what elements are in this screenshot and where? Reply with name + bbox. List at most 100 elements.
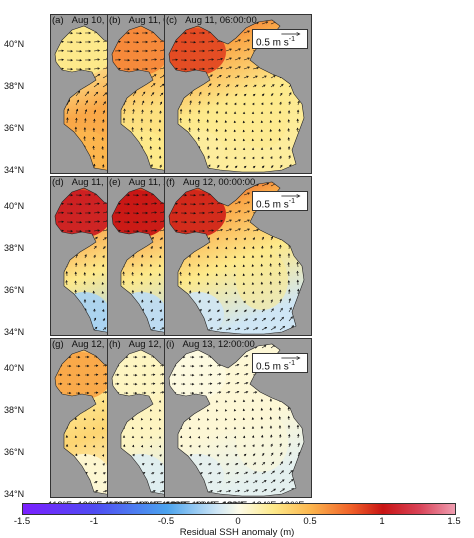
- scale-arrow: [281, 32, 301, 36]
- panel-label: (c): [166, 15, 178, 26]
- arrow-head: [211, 67, 215, 70]
- arrow-head: [88, 31, 92, 35]
- velocity-arrow: [243, 471, 248, 475]
- arrow-head: [238, 57, 241, 60]
- arrow-head: [188, 109, 192, 112]
- arrow-head: [68, 382, 72, 386]
- arrow-head: [278, 271, 281, 275]
- arrow-head: [236, 471, 240, 475]
- velocity-arrow: [225, 481, 231, 484]
- velocity-scale-box: 0.5 m s-1: [252, 191, 308, 211]
- velocity-arrow: [234, 201, 241, 205]
- arrow-head: [92, 417, 96, 421]
- velocity-arrow: [207, 68, 214, 70]
- velocity-arrow: [270, 470, 275, 475]
- arrow-head: [86, 91, 90, 94]
- arrow-head: [197, 426, 201, 430]
- arrow-head: [224, 436, 228, 439]
- arrow-head: [65, 280, 68, 283]
- arrow-head: [269, 425, 273, 428]
- arrow-head: [290, 316, 293, 319]
- arrow-head: [158, 119, 162, 122]
- velocity-arrow: [93, 82, 100, 88]
- arrow-head: [152, 481, 156, 484]
- arrow-head: [242, 426, 246, 430]
- arrow-head: [88, 211, 92, 215]
- arrow-head: [150, 109, 153, 113]
- arrow-head: [70, 49, 74, 53]
- velocity-arrow: [180, 272, 182, 277]
- arrow-head: [269, 138, 273, 141]
- arrow-head: [202, 229, 206, 233]
- arrow-head: [233, 264, 237, 268]
- arrow-head: [260, 111, 264, 114]
- arrow-head: [101, 454, 105, 457]
- arrow-head: [220, 48, 224, 52]
- arrow-head: [145, 211, 149, 215]
- arrow-head: [104, 481, 107, 484]
- arrow-head: [287, 137, 290, 140]
- arrow-head: [206, 418, 210, 421]
- arrow-head: [260, 263, 263, 267]
- arrow-head: [287, 253, 291, 256]
- arrow-head: [224, 291, 228, 295]
- velocity-arrow: [288, 298, 291, 304]
- arrow-head: [152, 373, 156, 376]
- arrow-head: [136, 193, 140, 197]
- arrow-head: [279, 298, 282, 302]
- arrow-head: [206, 427, 210, 430]
- arrow-head: [158, 291, 162, 294]
- arrow-head: [289, 92, 292, 95]
- arrow-head: [211, 229, 215, 232]
- arrow-head: [127, 58, 131, 62]
- arrow-head: [65, 271, 69, 274]
- arrow-head: [225, 237, 229, 241]
- arrow-head: [70, 220, 74, 224]
- arrow-head: [236, 390, 240, 394]
- velocity-arrow: [288, 452, 292, 457]
- arrow-head: [140, 263, 144, 266]
- arrow-head: [197, 127, 200, 131]
- arrow-head: [206, 137, 210, 140]
- arrow-head: [136, 67, 140, 71]
- arrow-head: [104, 382, 108, 385]
- arrow-head: [207, 454, 211, 457]
- arrow-head: [66, 117, 69, 120]
- arrow-head: [281, 83, 284, 87]
- velocity-arrow: [189, 91, 193, 97]
- velocity-arrow: [243, 30, 250, 34]
- arrow-head: [242, 417, 246, 421]
- arrow-head: [227, 391, 231, 394]
- arrow-head: [217, 309, 220, 312]
- arrow-head: [215, 282, 219, 286]
- arrow-head: [199, 463, 203, 466]
- scale-label: 0.5 m s-1: [256, 198, 296, 211]
- velocity-arrow: [261, 75, 267, 79]
- arrow-head: [199, 91, 202, 95]
- arrow-head: [260, 290, 264, 294]
- arrow-head: [200, 373, 204, 377]
- arrow-head: [280, 307, 283, 311]
- arrow-head: [210, 481, 213, 484]
- velocity-arrow: [216, 49, 223, 52]
- arrow-head: [215, 427, 219, 430]
- arrow-head: [132, 453, 135, 457]
- central-anomaly: [236, 88, 288, 148]
- arrow-head: [86, 382, 90, 386]
- arrow-head: [102, 255, 105, 258]
- arrow-head: [97, 229, 101, 232]
- velocity-arrow: [234, 39, 241, 43]
- arrow-head: [92, 127, 96, 131]
- arrow-head: [206, 291, 210, 294]
- arrow-head: [252, 102, 255, 106]
- arrow-head: [243, 444, 246, 448]
- arrow-head: [261, 299, 264, 303]
- arrow-head: [122, 280, 125, 283]
- arrow-head: [202, 31, 206, 35]
- arrow-head: [95, 382, 99, 385]
- arrow-head: [188, 263, 191, 266]
- arrow-head: [243, 237, 247, 241]
- arrow-head: [140, 290, 144, 293]
- arrow-head: [197, 263, 200, 267]
- arrow-head: [68, 391, 72, 395]
